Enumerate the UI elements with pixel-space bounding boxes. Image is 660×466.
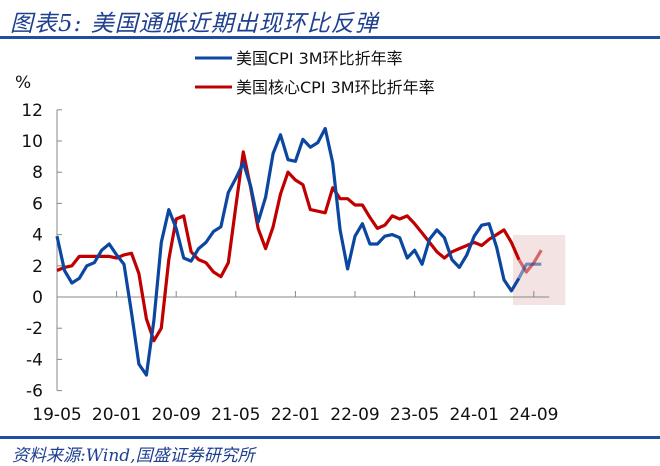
series-line-cpi-recent <box>517 262 542 280</box>
legend: 美国CPI 3M环比折年率 美国核心CPI 3M环比折年率 <box>195 49 435 97</box>
y-tick-label: -6 <box>26 382 43 402</box>
x-tick-label: 20-01 <box>92 405 141 425</box>
legend-label-cpi: 美国CPI 3M环比折年率 <box>236 49 403 68</box>
legend-label-core: 美国核心CPI 3M环比折年率 <box>236 78 435 97</box>
x-tick-label: 24-01 <box>449 405 498 425</box>
x-tick-label: 20-09 <box>151 405 200 425</box>
y-tick-label: 6 <box>32 194 43 214</box>
y-axis-unit: % <box>15 73 31 93</box>
y-tick-label: 0 <box>32 288 43 308</box>
title-divider <box>0 36 660 39</box>
axes: 12 10 8 6 4 2 0 -2 -4 -6 19-05 20-01 20-09 21-05 22-01… <box>21 101 558 425</box>
y-tick-label: 4 <box>32 226 43 246</box>
x-tick-label: 21-05 <box>211 405 260 425</box>
footer-divider <box>0 436 660 439</box>
y-tick-label: 2 <box>32 257 43 277</box>
x-tick-label: 23-05 <box>390 405 439 425</box>
x-tick-label: 24-09 <box>509 405 558 425</box>
x-tick-label: 19-05 <box>32 405 81 425</box>
x-tick-label: 22-09 <box>330 405 379 425</box>
x-tick-label: 22-01 <box>271 405 320 425</box>
series-line-core-cpi <box>56 150 521 343</box>
series-line-core-cpi-recent <box>517 249 543 274</box>
line-chart: 12 10 8 6 4 2 0 -2 -4 -6 19-05 20-01 20-09 21-05 22-01… <box>15 49 566 425</box>
y-tick-label: -4 <box>26 350 43 370</box>
highlight-region <box>512 235 566 305</box>
chart-title: 图表5: 美国通胀近期出现环比反弹 <box>10 11 379 37</box>
y-tick-label: 8 <box>32 163 43 183</box>
y-tick-label: 10 <box>21 132 43 152</box>
y-tick-label: -2 <box>26 319 43 339</box>
series-line-cpi <box>55 126 521 377</box>
source-note: 资料来源:Wind,国盛证券研究所 <box>12 446 255 466</box>
y-tick-label: 12 <box>21 101 43 121</box>
